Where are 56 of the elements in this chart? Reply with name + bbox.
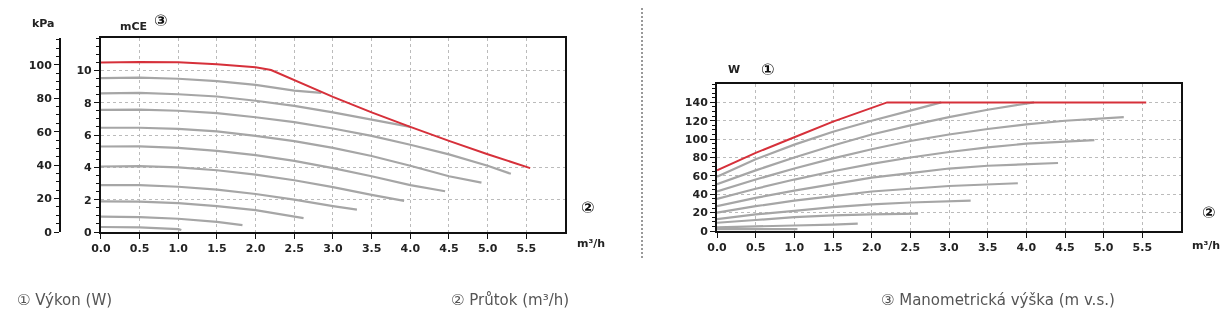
y-tick-label: 0 (84, 225, 93, 239)
x-tick-label: 5.5 (516, 242, 537, 256)
x-tick-label: 1.5 (823, 241, 843, 255)
x-tick-label: 3.5 (977, 241, 998, 255)
x-tick-label: 0.0 (91, 242, 111, 256)
x-tick-label: 2.5 (284, 242, 305, 256)
y-tick-label: 6 (84, 128, 93, 142)
y2-tick-label: 60 (36, 125, 53, 139)
x-tick-label: 1.0 (784, 241, 805, 255)
text: ③ (154, 11, 168, 30)
x-tick-label: 4.5 (439, 242, 459, 256)
text: ① (761, 60, 775, 79)
y-tick-label: 2 (84, 193, 92, 207)
x-tick-label: 4.5 (1055, 241, 1075, 255)
x-tick-label: 0.0 (707, 241, 728, 255)
x-tick-label: 2.5 (900, 241, 921, 255)
y-tick-label: 20 (692, 206, 709, 220)
x-tick-label: 0.5 (745, 241, 766, 255)
x-tick-label: 1.5 (207, 242, 227, 256)
x-axis-title: m³/h (577, 237, 606, 250)
x-tick-label: 5.5 (1132, 241, 1153, 255)
x-axis-title: m³/h (1192, 239, 1221, 252)
x-tick-label: 5.0 (477, 242, 498, 256)
text: ① Výkon (W) (17, 291, 113, 309)
y-axis-title: mCE (120, 20, 148, 33)
x-tick-label: 4.0 (1016, 241, 1037, 255)
x-tick-label: 2.0 (861, 241, 882, 255)
y2-tick-label: 80 (36, 92, 53, 106)
y-tick-label: 60 (692, 169, 709, 183)
y2-tick-label: 0 (44, 225, 53, 239)
y2-tick-label: 20 (36, 192, 53, 206)
y2-tick-label: 100 (28, 58, 53, 72)
y2-tick-label: 40 (36, 158, 53, 172)
x-tick-label: 3.0 (323, 242, 344, 256)
text: ③ Manometrická výška (m v.s.) (881, 291, 1115, 309)
y-tick-label: 0 (700, 224, 709, 238)
y-tick-label: 120 (684, 114, 709, 128)
x-tick-label: 3.5 (361, 242, 382, 256)
y-tick-label: 8 (84, 96, 92, 110)
y-tick-label: 4 (84, 161, 93, 175)
y-tick-label: 100 (684, 132, 709, 146)
x-tick-label: 1.0 (168, 242, 189, 256)
text: ② (581, 198, 595, 217)
x-tick-label: 3.0 (939, 241, 960, 255)
y-tick-label: 40 (692, 188, 709, 202)
x-tick-label: 0.5 (129, 242, 150, 256)
x-tick-label: 5.0 (1093, 241, 1114, 255)
x-tick-label: 4.0 (400, 242, 421, 256)
y-tick-label: 80 (692, 151, 709, 165)
text: ② Průtok (m³/h) (451, 291, 570, 309)
x-tick-label: 2.0 (245, 242, 266, 256)
y-tick-label: 140 (684, 96, 709, 110)
y2-axis-title: kPa (32, 17, 55, 30)
y-tick-label: 10 (76, 64, 93, 78)
text: ② (1202, 203, 1216, 222)
y-axis-title: W (728, 63, 741, 76)
